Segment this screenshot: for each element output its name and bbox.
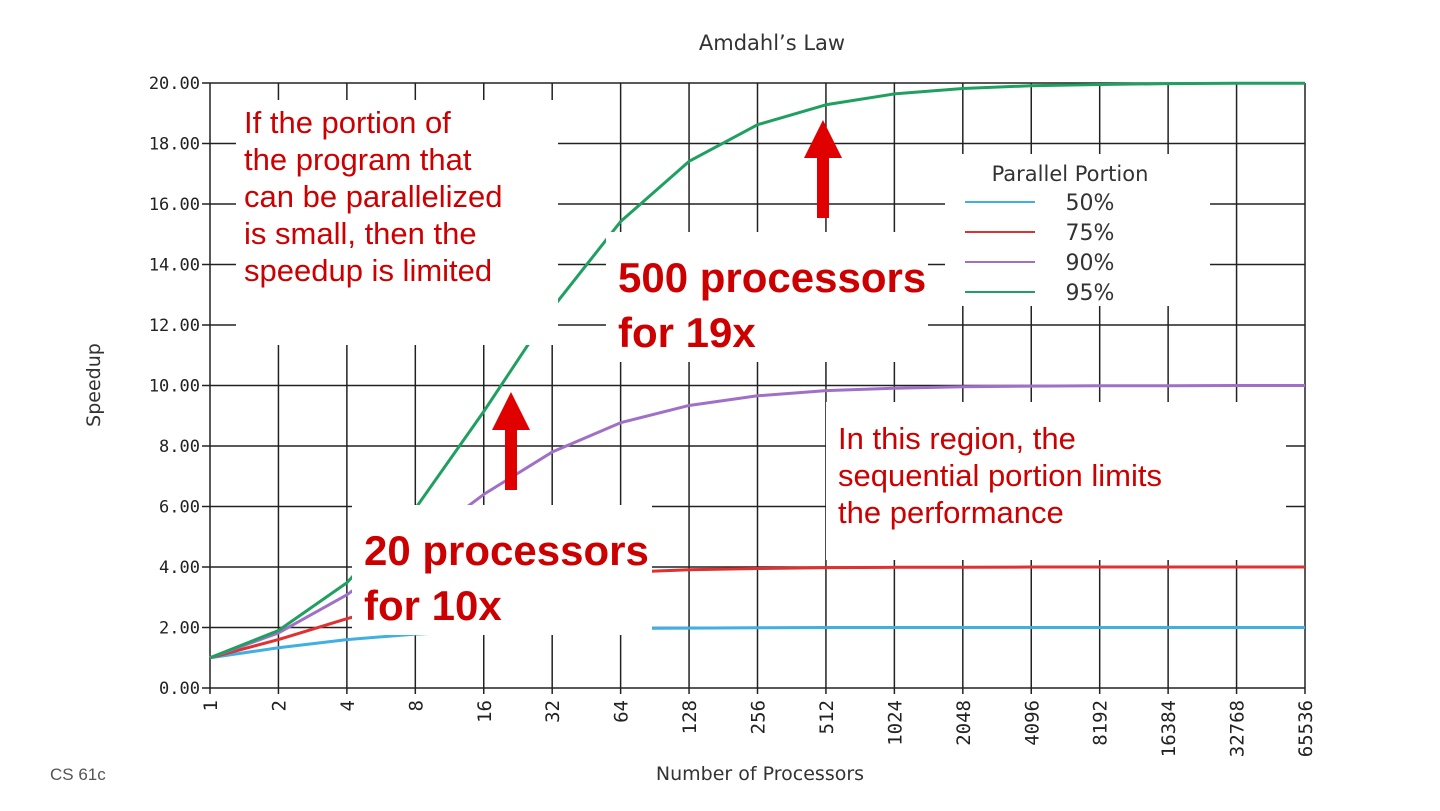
series-line-50pct bbox=[209, 626, 1305, 660]
callout-line: 20 processors bbox=[364, 527, 649, 574]
x-tick-label: 16 bbox=[474, 700, 496, 723]
callout-line: for 10x bbox=[364, 582, 502, 629]
x-tick-label: 512 bbox=[816, 700, 838, 734]
callout-line: 500 processors bbox=[618, 254, 927, 301]
y-tick-label: 8.00 bbox=[159, 437, 200, 457]
x-tick-label: 2048 bbox=[953, 700, 975, 746]
callout-small-portion: If the portion of the program that can b… bbox=[236, 100, 558, 345]
x-tick-label: 1 bbox=[200, 700, 222, 711]
callout-line: for 19x bbox=[618, 309, 756, 356]
x-tick-label: 32768 bbox=[1227, 700, 1249, 757]
y-tick-label: 6.00 bbox=[159, 498, 200, 518]
legend-entry: 75% bbox=[1066, 221, 1115, 246]
callout-line: speedup is limited bbox=[244, 253, 493, 288]
arrow-head bbox=[804, 120, 842, 158]
y-axis-label: Speedup bbox=[83, 343, 105, 427]
x-tick-label: 65536 bbox=[1295, 700, 1317, 757]
legend-title: Parallel Portion bbox=[992, 162, 1149, 186]
arrow-shaft bbox=[505, 422, 517, 490]
x-tick-label: 1024 bbox=[884, 700, 906, 746]
x-tick-label: 16384 bbox=[1158, 700, 1180, 757]
annotation-arrows bbox=[492, 120, 842, 490]
arrow-head bbox=[492, 392, 530, 430]
y-tick-label: 14.00 bbox=[149, 256, 200, 276]
y-tick-label: 0.00 bbox=[159, 679, 200, 699]
callout-line: If the portion of bbox=[244, 105, 451, 140]
callout-line: the performance bbox=[838, 495, 1064, 530]
x-tick-label: 4096 bbox=[1021, 700, 1043, 746]
legend-entry: 95% bbox=[1066, 281, 1115, 306]
x-tick-label: 2 bbox=[268, 700, 290, 711]
y-tick-label: 4.00 bbox=[159, 558, 200, 578]
y-tick-label: 12.00 bbox=[149, 316, 200, 336]
callout-sequential-region: In this region, the sequential portion l… bbox=[826, 402, 1286, 560]
x-tick-label: 128 bbox=[679, 700, 701, 734]
y-tick-label: 16.00 bbox=[149, 195, 200, 215]
chart-title: Amdahl’s Law bbox=[699, 31, 845, 55]
callout-line: sequential portion limits bbox=[838, 458, 1162, 493]
callout-line: the program that bbox=[244, 142, 472, 177]
chart-legend: Parallel Portion 50% 75% 90% 95% bbox=[945, 154, 1210, 306]
course-footer: CS 61c bbox=[50, 765, 106, 784]
callout-line: is small, then the bbox=[244, 216, 477, 251]
x-axis-label: Number of Processors bbox=[656, 763, 864, 785]
chart-axes: 1 2 4 8 16 32 64 128 256 512 1024 2048 4096 8192 16384… bbox=[149, 74, 1317, 757]
legend-entry: 50% bbox=[1066, 191, 1115, 216]
callout-line: can be parallelized bbox=[244, 179, 503, 214]
y-tick-label: 10.00 bbox=[149, 377, 200, 397]
arrow-shaft bbox=[817, 150, 829, 218]
y-tick-label: 20.00 bbox=[149, 74, 200, 94]
x-tick-label: 4 bbox=[337, 700, 359, 711]
x-tick-label: 8 bbox=[405, 700, 427, 711]
callout-line: In this region, the bbox=[838, 421, 1076, 456]
legend-box bbox=[945, 154, 1210, 306]
x-tick-label: 64 bbox=[611, 700, 633, 723]
x-tick-label: 256 bbox=[748, 700, 770, 734]
x-tick-label: 32 bbox=[542, 700, 564, 723]
y-tick-label: 2.00 bbox=[159, 619, 200, 639]
legend-entry: 90% bbox=[1066, 251, 1115, 276]
y-tick-label: 18.00 bbox=[149, 135, 200, 155]
x-tick-label: 8192 bbox=[1090, 700, 1112, 746]
callout-20-processors: 20 processors for 10x bbox=[352, 505, 652, 635]
callout-500-processors: 500 processors for 19x bbox=[606, 232, 928, 362]
